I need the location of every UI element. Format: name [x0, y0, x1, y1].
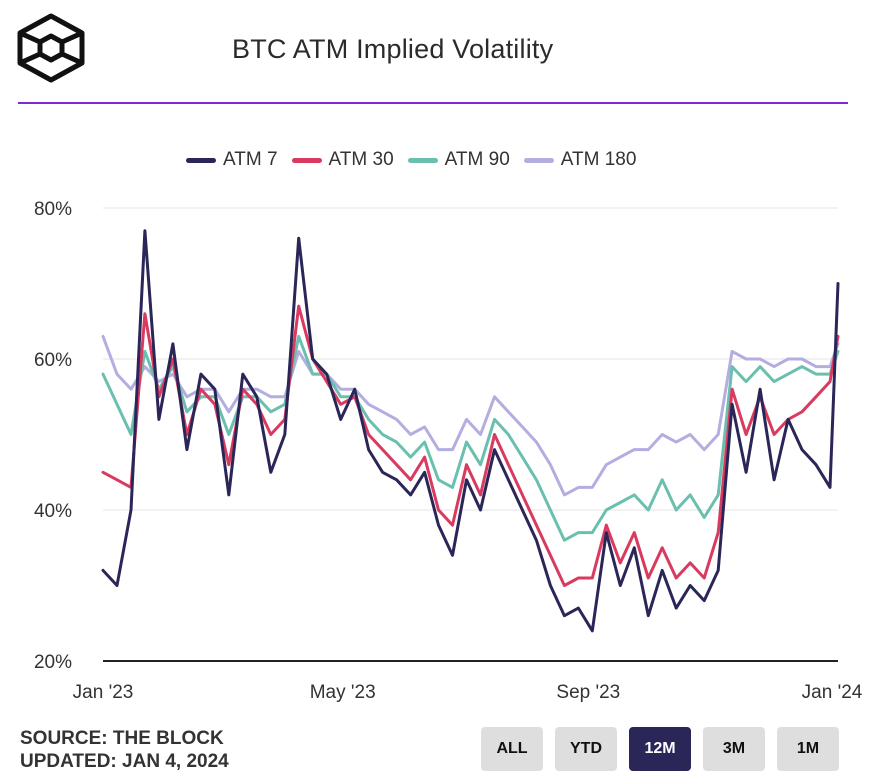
x-tick-label: Jan '24 [802, 682, 863, 703]
source-label: SOURCE: THE BLOCK [20, 728, 224, 749]
x-tick-label: Sep '23 [556, 682, 620, 703]
y-tick-label: 20% [34, 652, 72, 673]
series-line-atm-30 [101, 304, 840, 587]
legend-swatch [407, 157, 438, 163]
y-tick-label: 80% [34, 199, 72, 220]
source-note: SOURCE: THE BLOCK UPDATED: JAN 4, 2024 [20, 727, 229, 773]
legend-label: ATM 180 [560, 149, 637, 170]
range-button-3m[interactable]: 3M [703, 727, 765, 771]
y-tick-label: 40% [34, 501, 72, 522]
chart-legend: ATM 7 ATM 30 ATM 90 ATM 180 [186, 147, 650, 173]
legend-item[interactable]: ATM 180 [523, 149, 637, 171]
the-block-logo-icon [17, 13, 85, 83]
range-button-1m[interactable]: 1M [777, 727, 839, 771]
legend-item[interactable]: ATM 90 [407, 149, 510, 171]
legend-item[interactable]: ATM 7 [186, 149, 278, 171]
legend-label: ATM 90 [444, 149, 510, 170]
legend-swatch [523, 157, 554, 163]
x-tick-label: May '23 [310, 682, 376, 703]
updated-label: UPDATED: JAN 4, 2024 [20, 751, 229, 772]
series-line-atm-7 [101, 229, 840, 633]
series-line-atm-180 [101, 334, 840, 497]
line-chart: 20% 40% 60% 80% Jan '23 May '23 Sep '23 Jan '24 [34, 199, 863, 703]
legend-swatch [186, 157, 216, 163]
legend-swatch [291, 157, 322, 163]
legend-label: ATM 30 [328, 149, 394, 170]
range-button-all[interactable]: ALL [481, 727, 543, 771]
y-tick-label: 60% [34, 350, 72, 371]
series-line-atm-90 [101, 334, 840, 542]
range-button-12m[interactable]: 12M [629, 727, 691, 771]
range-selector: ALL YTD 12M 3M 1M [481, 727, 839, 771]
legend-item[interactable]: ATM 30 [291, 149, 394, 171]
x-tick-label: Jan '23 [73, 682, 134, 703]
range-button-ytd[interactable]: YTD [555, 727, 617, 771]
page-title: BTC ATM Implied Volatility [232, 34, 554, 64]
legend-label: ATM 7 [223, 149, 278, 170]
header-divider [18, 102, 848, 104]
